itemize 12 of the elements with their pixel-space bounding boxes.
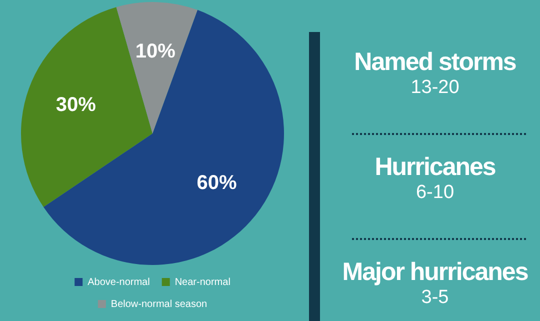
text: 13-20	[410, 76, 460, 100]
text: 6-10	[414, 181, 456, 205]
legend-label: Near-normal	[174, 276, 230, 288]
data-label: 60%	[196, 172, 237, 194]
data-label: 10%	[135, 40, 176, 63]
legend-label: Above-normal	[88, 276, 150, 288]
text: Major hurricanes	[341, 258, 529, 286]
data-label: 30%	[56, 94, 96, 116]
legend-label: Below-normal season	[110, 298, 208, 310]
text: Named storms	[353, 48, 517, 76]
text: 3-5	[420, 286, 450, 310]
text: Hurricanes	[374, 153, 496, 181]
